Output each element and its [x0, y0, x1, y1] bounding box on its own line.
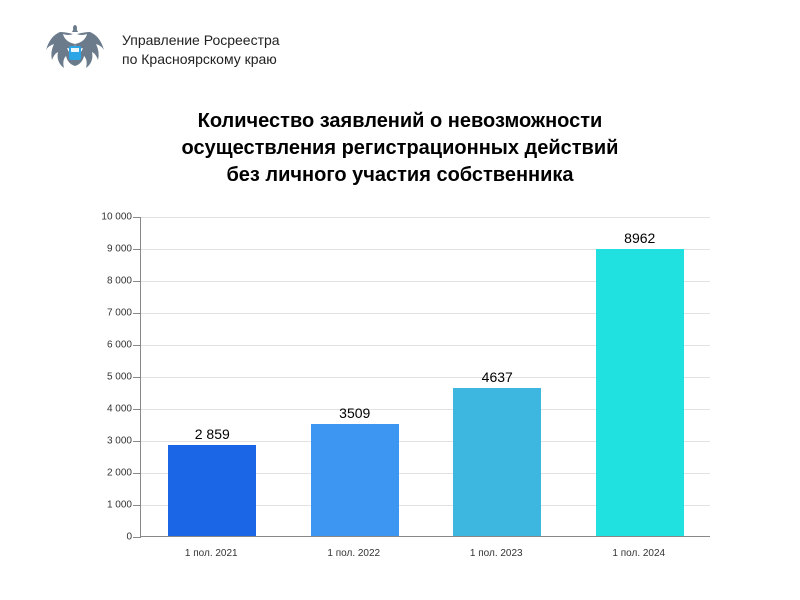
- bar-chart: 2 859 3509 4637 8962 0 1 000 2 000 3 000 4 000 5…: [80, 207, 720, 567]
- title-line: без личного участия собственника: [80, 162, 720, 189]
- title-line: осуществления регистрационных действий: [80, 135, 720, 162]
- y-tick: [133, 313, 141, 314]
- y-axis-label: 0: [80, 532, 132, 543]
- y-axis-label: 3 000: [80, 436, 132, 447]
- bar: [168, 445, 256, 536]
- y-tick: [133, 249, 141, 250]
- header: Управление Росреестра по Красноярскому к…: [0, 0, 800, 80]
- title-line: Количество заявлений о невозможности: [80, 108, 720, 135]
- bar-value-label: 8962: [624, 230, 655, 246]
- org-line2: по Красноярскому краю: [122, 50, 280, 69]
- grid-line: [141, 217, 710, 218]
- y-axis-label: 8 000: [80, 276, 132, 287]
- y-tick: [133, 473, 141, 474]
- org-line1: Управление Росреестра: [122, 31, 280, 50]
- bar: [596, 249, 684, 536]
- y-axis-label: 5 000: [80, 372, 132, 383]
- plot-area: 2 859 3509 4637 8962: [140, 217, 710, 537]
- bar-value-label: 2 859: [195, 426, 230, 442]
- y-axis-label: 1 000: [80, 500, 132, 511]
- x-axis-label: 1 пол. 2021: [185, 548, 238, 559]
- x-axis-label: 1 пол. 2022: [327, 548, 380, 559]
- y-axis-label: 6 000: [80, 340, 132, 351]
- x-axis-label: 1 пол. 2024: [612, 548, 665, 559]
- y-tick: [133, 217, 141, 218]
- bar: [453, 388, 541, 536]
- bar: [311, 424, 399, 536]
- y-tick: [133, 377, 141, 378]
- y-tick: [133, 345, 141, 346]
- y-tick: [133, 537, 141, 538]
- org-name: Управление Росреестра по Красноярскому к…: [122, 31, 280, 69]
- y-axis-label: 4 000: [80, 404, 132, 415]
- y-axis-label: 10 000: [80, 212, 132, 223]
- bar-value-label: 3509: [339, 405, 370, 421]
- y-tick: [133, 281, 141, 282]
- y-axis-label: 7 000: [80, 308, 132, 319]
- rosreestr-logo-icon: [40, 20, 110, 80]
- y-axis-label: 2 000: [80, 468, 132, 479]
- x-axis-label: 1 пол. 2023: [470, 548, 523, 559]
- y-tick: [133, 409, 141, 410]
- bar-value-label: 4637: [482, 369, 513, 385]
- y-tick: [133, 505, 141, 506]
- chart-title: Количество заявлений о невозможности осу…: [80, 108, 720, 189]
- y-axis-label: 9 000: [80, 244, 132, 255]
- y-tick: [133, 441, 141, 442]
